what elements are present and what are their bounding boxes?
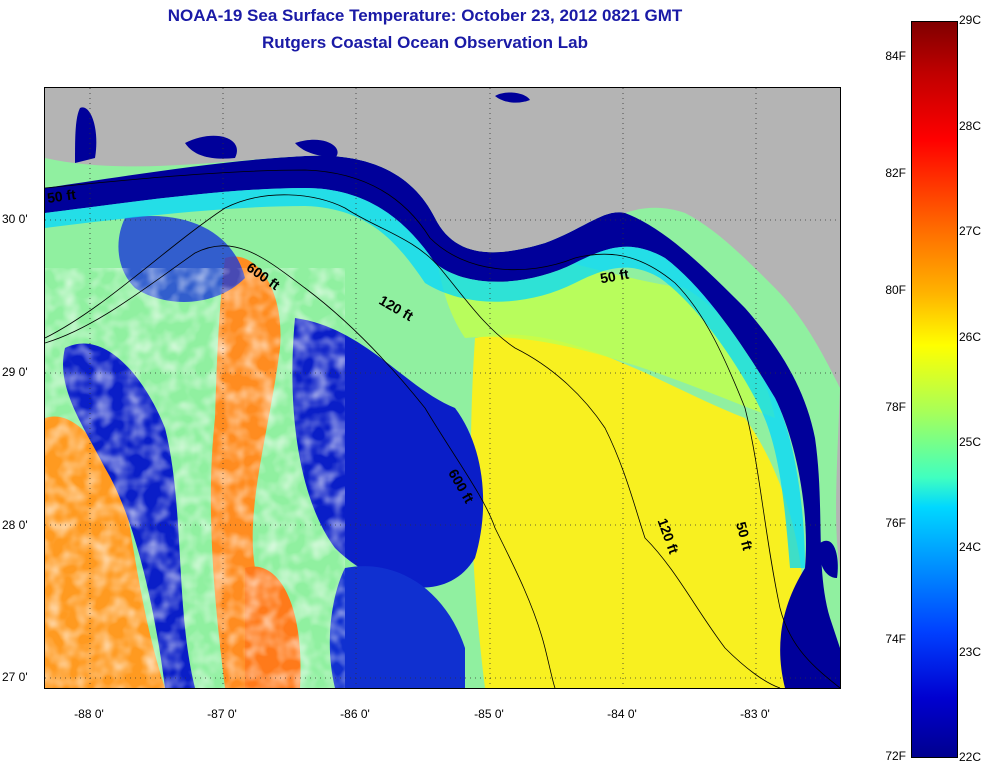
- cold-coastal-band: [45, 155, 840, 688]
- graticule: [45, 88, 840, 688]
- cloud-mask: [45, 268, 345, 688]
- cbar-c-26: 26C: [959, 330, 982, 344]
- bathymetry-contours: [45, 169, 840, 688]
- cbar-f-74: 74F: [885, 632, 906, 646]
- lon-label-85: -85 0': [474, 707, 504, 721]
- lat-label-28: 28 0': [2, 518, 28, 532]
- cbar-f-82: 82F: [885, 166, 906, 180]
- lat-label-27: 27 0': [2, 670, 28, 684]
- lon-label-83: -83 0': [740, 707, 770, 721]
- cbar-c-24: 24C: [959, 540, 982, 554]
- cbar-f-78: 78F: [885, 400, 906, 414]
- pensacola-bay: [185, 135, 237, 159]
- cbar-f-84: 84F: [885, 49, 906, 63]
- cbar-c-25: 25C: [959, 435, 982, 449]
- land-mass-east: [836, 388, 840, 568]
- mobile-bay: [75, 107, 97, 163]
- warm-water-patch: [470, 334, 805, 688]
- cbar-c-23: 23C: [959, 645, 982, 659]
- contour-120ft: [45, 194, 781, 688]
- lat-label-29: 29 0': [2, 365, 28, 379]
- cbar-c-27: 27C: [959, 224, 982, 238]
- lon-label-88: -88 0': [74, 707, 104, 721]
- cbar-c-28: 28C: [959, 119, 982, 133]
- cbar-f-80: 80F: [885, 283, 906, 297]
- lon-label-84: -84 0': [607, 707, 637, 721]
- apalachee-bay-inlet: [495, 92, 530, 103]
- cyan-coastal-fringe: [45, 188, 805, 568]
- lon-label-86: -86 0': [340, 707, 370, 721]
- lon-label-87: -87 0': [207, 707, 237, 721]
- land-mass: [45, 88, 840, 388]
- colorbar: [911, 21, 958, 758]
- cbar-c-29: 29C: [959, 13, 982, 27]
- contour-600ft: [45, 245, 556, 688]
- cold-eddy-south: [329, 566, 465, 688]
- sst-map: 50 ft 600 ft 120 ft 50 ft 600 ft 120 ft …: [44, 87, 841, 689]
- map-subtitle: Rutgers Coastal Ocean Observation Lab: [262, 33, 588, 52]
- cbar-c-22: 22C: [959, 750, 982, 764]
- cbar-f-72: 72F: [885, 749, 906, 763]
- tampa-bay: [819, 540, 838, 578]
- sst-map-canvas: [45, 88, 840, 688]
- map-title: NOAA-19 Sea Surface Temperature: October…: [167, 6, 683, 25]
- contour-50ft: [45, 169, 840, 688]
- lat-label-30: 30 0': [2, 212, 28, 226]
- cbar-f-76: 76F: [885, 516, 906, 530]
- choctaw-bay: [295, 139, 338, 158]
